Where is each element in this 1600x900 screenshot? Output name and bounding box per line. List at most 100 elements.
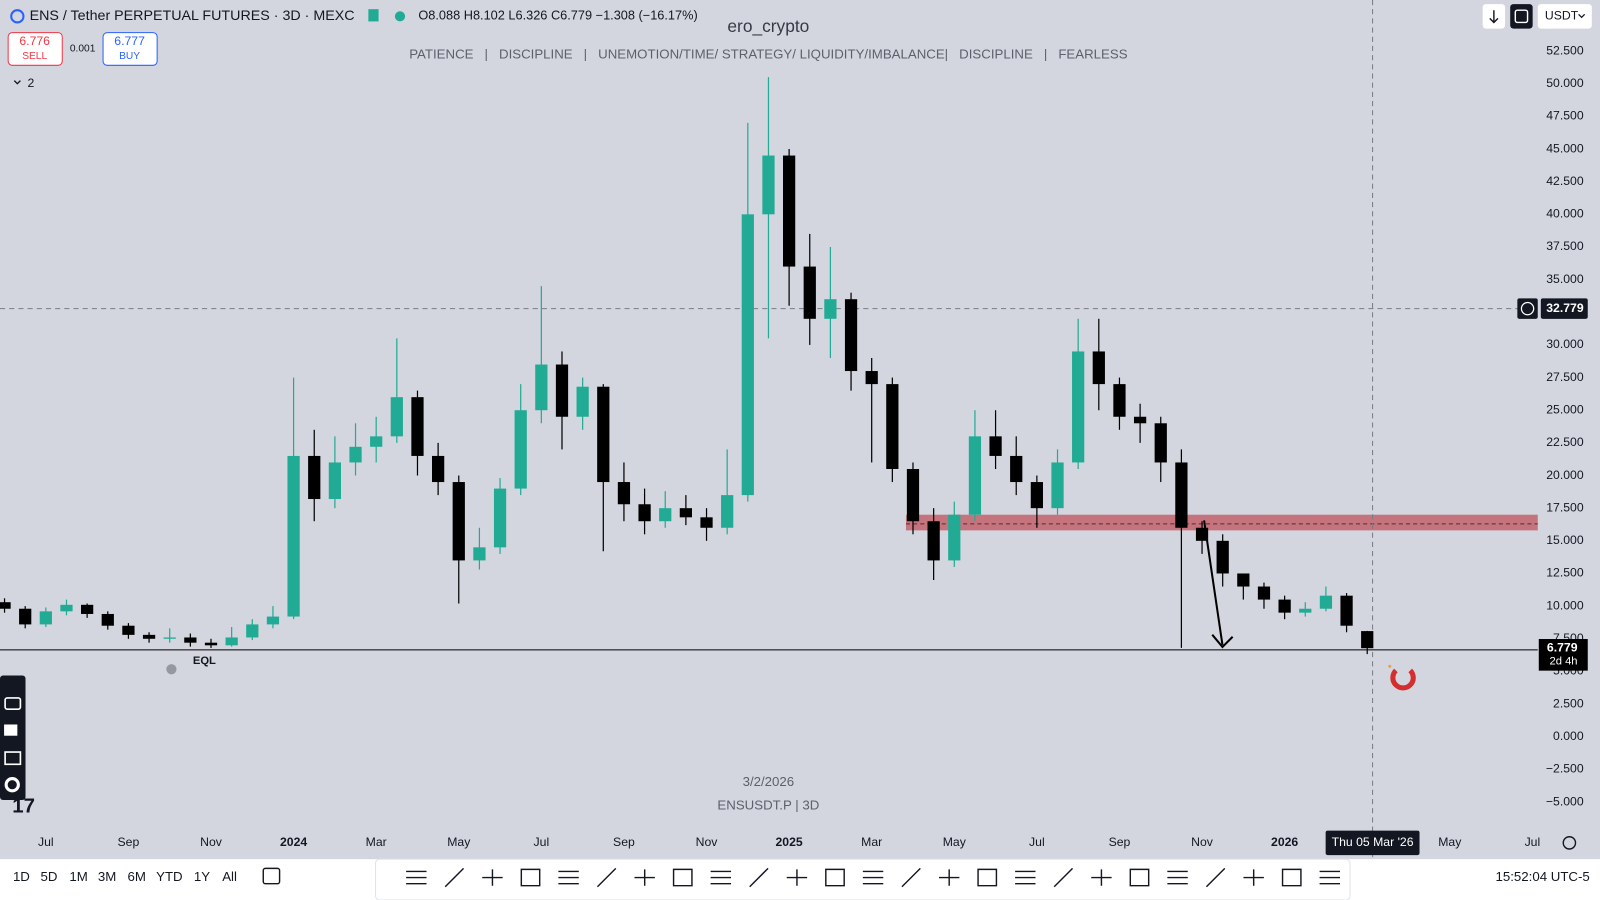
timeframe-button[interactable]: 3M	[98, 869, 116, 884]
y-tick-label: 10.000	[1546, 598, 1584, 612]
candle-body	[287, 455, 300, 617]
candle-body	[1092, 351, 1105, 385]
tv-logo: 17	[12, 796, 35, 818]
candle-body	[948, 514, 961, 561]
drawn-arrow[interactable]	[1203, 520, 1224, 646]
drawing-tool[interactable]	[1091, 869, 1112, 886]
drawing-tool[interactable]	[862, 870, 884, 885]
timeframe-button[interactable]: YTD	[156, 869, 183, 884]
drawing-tool[interactable]	[749, 867, 769, 888]
candle-body	[266, 616, 280, 625]
candle-body	[349, 446, 362, 463]
candle-body	[122, 625, 135, 635]
x-tick-label: Nov	[200, 835, 223, 849]
y-tick-label: 30.000	[1546, 337, 1584, 351]
indicators-count[interactable]: 2	[28, 76, 35, 90]
drawn-arrowhead	[1211, 634, 1234, 649]
candle-body	[1237, 573, 1250, 587]
timeframe-button[interactable]: 6M	[128, 869, 146, 884]
left-toolbar	[0, 675, 26, 800]
candle-body	[19, 608, 32, 625]
supply-zone[interactable]	[905, 514, 1538, 531]
drawing-tool[interactable]	[672, 868, 693, 887]
x-tick-label: Sep	[613, 835, 635, 849]
layout-button[interactable]	[1510, 4, 1533, 29]
last-price: 6.779	[1547, 640, 1578, 654]
candle-body	[1340, 595, 1353, 626]
timeframe-button[interactable]: 1M	[69, 869, 87, 884]
drawing-tool[interactable]	[406, 870, 427, 885]
candle-body	[473, 547, 486, 561]
candle-body	[762, 155, 775, 215]
drawing-tool[interactable]	[1015, 870, 1036, 885]
symbol-title[interactable]: ENS / Tether PERPETUAL FUTURES · 3D · ME…	[30, 8, 355, 24]
sell-button[interactable]	[7, 32, 63, 66]
settings-icon[interactable]	[4, 777, 20, 793]
drawing-tool[interactable]	[825, 868, 845, 887]
collapse-icon[interactable]	[13, 80, 21, 85]
axis-settings-icon[interactable]	[1562, 836, 1577, 850]
drawing-tool[interactable]	[482, 869, 503, 886]
candle-body	[60, 604, 73, 612]
date-range-icon[interactable]	[262, 867, 281, 885]
candle-body	[1030, 482, 1043, 509]
y-tick-label: 12.500	[1546, 566, 1584, 580]
currency-button[interactable]	[1537, 4, 1592, 29]
crosshair-price-box	[1540, 298, 1588, 319]
camera-icon[interactable]	[4, 697, 22, 710]
x-tick-label: Mar	[861, 835, 882, 849]
candle-body	[81, 604, 94, 614]
candle-body	[555, 364, 569, 417]
drawing-tool[interactable]	[977, 868, 998, 887]
drawing-tool[interactable]	[786, 869, 808, 886]
candle-body	[535, 364, 548, 411]
x-tick-label: Sep	[1109, 835, 1131, 849]
drawing-tool[interactable]	[1281, 868, 1302, 887]
candle-body	[411, 397, 424, 456]
timeframe-button[interactable]: 5D	[41, 869, 58, 884]
drawing-tool[interactable]	[1053, 867, 1074, 888]
drawing-tool[interactable]	[1243, 869, 1264, 886]
x-tick-label: Jul	[1525, 835, 1541, 849]
watermark-date: 3/2/2026	[743, 774, 795, 789]
candle-body	[597, 386, 610, 483]
video-icon[interactable]	[4, 724, 18, 736]
timeframe-button[interactable]: All	[222, 869, 237, 884]
candle-body	[1154, 423, 1167, 463]
drawing-tool[interactable]	[1167, 870, 1188, 885]
drawing-tool[interactable]	[444, 867, 465, 888]
candle-body	[452, 482, 465, 561]
y-tick-label: 50.000	[1546, 76, 1584, 90]
drawing-tools	[406, 867, 1340, 888]
drawing-tool[interactable]	[634, 869, 655, 886]
low-readout: L6.326	[508, 8, 547, 23]
drawing-tool[interactable]	[710, 870, 732, 885]
candle-body	[824, 299, 837, 319]
timeframe-button[interactable]: 1Y	[194, 869, 210, 884]
timeframe-button[interactable]: 1D	[13, 869, 30, 884]
flag-icon	[368, 9, 379, 22]
drawing-tool[interactable]	[901, 867, 921, 888]
download-icon	[1489, 10, 1499, 24]
drawing-tool[interactable]	[1205, 867, 1226, 888]
close-readout: C6.779	[551, 8, 592, 23]
candle-body	[1361, 631, 1374, 649]
candle-body	[741, 214, 754, 496]
candle-body	[1278, 599, 1291, 613]
candle-body	[782, 155, 796, 267]
magnet-icon[interactable]	[1390, 668, 1416, 691]
crosshair-plus-box[interactable]	[1517, 298, 1538, 319]
drawing-tool[interactable]	[1319, 870, 1340, 885]
x-tick-label: Sep	[118, 835, 140, 849]
currency: USDT	[1545, 9, 1579, 23]
buy-button[interactable]	[102, 32, 158, 66]
window-icon[interactable]	[4, 751, 22, 766]
drawing-tool[interactable]	[558, 870, 579, 885]
y-tick-label: 52.500	[1546, 43, 1584, 57]
drawing-tool[interactable]	[596, 867, 617, 888]
x-tick-label: May	[1438, 835, 1462, 849]
drawing-tool[interactable]	[520, 868, 541, 887]
drawing-tool[interactable]	[938, 869, 960, 886]
y-tick-label: 37.500	[1546, 239, 1584, 253]
drawing-tool[interactable]	[1129, 868, 1150, 887]
